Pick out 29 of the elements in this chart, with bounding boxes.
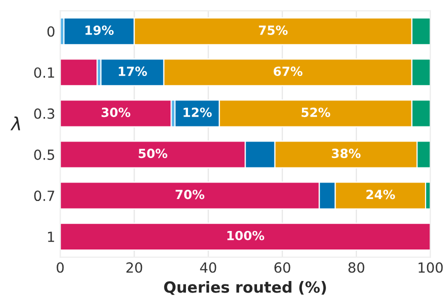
data-label: 75% <box>258 25 288 35</box>
data-label: 24% <box>366 190 395 200</box>
bar <box>60 222 430 251</box>
y-tick-label: 0.7 <box>34 190 54 202</box>
x-tick-label: 40 <box>200 262 216 273</box>
data-label: 38% <box>332 148 361 158</box>
x-axis-title: Queries routed (%) <box>164 281 326 295</box>
x-tick-label: 20 <box>126 262 142 273</box>
x-tick-label: 0 <box>56 262 64 273</box>
data-label: 67% <box>274 66 302 76</box>
y-axis-title: λ <box>10 116 20 130</box>
data-label: 100% <box>227 230 264 240</box>
data-label: 52% <box>302 108 330 118</box>
data-label: 50% <box>138 148 168 158</box>
x-tick-label: 100 <box>418 262 443 273</box>
y-tick-label: 0.1 <box>34 67 54 78</box>
y-tick-label: 0.5 <box>34 149 54 160</box>
data-label: 70% <box>176 190 204 200</box>
data-label: 17% <box>118 66 147 76</box>
bar <box>60 100 172 128</box>
y-tick-label: 1 <box>48 232 54 242</box>
data-label: 19% <box>86 25 114 35</box>
data-label: 30% <box>102 108 130 118</box>
y-tick-label: 0.3 <box>34 108 54 119</box>
x-tick-label: 60 <box>274 262 290 273</box>
data-label: 12% <box>184 108 212 118</box>
bar <box>60 58 98 86</box>
y-tick-label: 0 <box>47 26 54 37</box>
x-tick-label: 80 <box>348 262 364 273</box>
